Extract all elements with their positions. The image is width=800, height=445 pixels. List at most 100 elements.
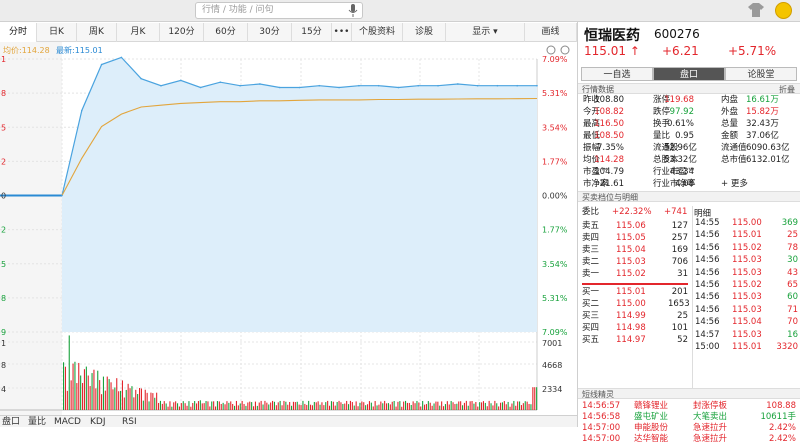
detail-volume: 30 — [787, 255, 798, 266]
volume-bar — [501, 402, 503, 410]
price-point — [160, 84, 162, 87]
volume-bar — [431, 405, 433, 410]
zoom-in-icon[interactable] — [546, 45, 556, 55]
alert-row[interactable]: 14:56:57 赣锋锂业 封涨停板 108.88 — [578, 401, 800, 412]
detail-volume: 70 — [787, 317, 798, 328]
detail-time: 14:55 — [695, 218, 720, 228]
ask-row[interactable]: 卖五 115.06 127 — [578, 221, 690, 232]
volume-bar — [349, 400, 351, 410]
detail-volume: 71 — [787, 304, 798, 315]
tab-0[interactable]: 分时 — [0, 23, 37, 42]
volume-bar — [211, 401, 213, 410]
volume-bar — [372, 406, 374, 410]
panel-tab-0[interactable]: 一自选 — [581, 67, 653, 81]
tab-6[interactable]: 30分 — [248, 23, 292, 42]
indicator-tabs: 盘口 量比 MACD KDJ RSI — [0, 415, 577, 427]
indicator-tab-4[interactable]: RSI — [122, 417, 137, 427]
volume-bar — [513, 400, 515, 410]
tab-1[interactable]: 日K — [37, 23, 77, 42]
pct-change: +5.71% — [728, 44, 777, 58]
search-input[interactable]: 行情 / 功能 / 问句 — [195, 2, 363, 19]
volume-bar — [99, 380, 101, 410]
skin-shirt-icon[interactable] — [748, 3, 764, 17]
volume-bar — [494, 400, 496, 410]
avatar[interactable] — [775, 2, 792, 19]
ask-row[interactable]: 卖四 115.05 257 — [578, 233, 690, 244]
alert-row[interactable]: 14:56:58 盛屯矿业 大笔卖出 10611手 — [578, 412, 800, 423]
quote-label: 最高 — [583, 119, 601, 129]
ask-volume: 257 — [671, 233, 688, 243]
bid-row[interactable]: 买三 114.99 25 — [578, 311, 690, 322]
indicator-tab-3[interactable]: KDJ — [90, 417, 106, 427]
microphone-icon[interactable] — [348, 4, 358, 17]
last-price: 115.01 ↑ — [584, 44, 640, 58]
indicator-tab-2[interactable]: MACD — [54, 417, 81, 427]
price-left-label: 2 — [1, 157, 6, 166]
quote-value: 116.50 — [594, 119, 624, 129]
tab-12[interactable]: 画线 — [525, 23, 577, 42]
price-pct-label: 0.00% — [542, 192, 568, 201]
volume-bar — [283, 400, 285, 410]
zoom-out-icon[interactable] — [560, 45, 570, 55]
detail-row: 14:55 115.00 369 — [692, 218, 800, 229]
price-point — [140, 77, 142, 80]
ask-price: 115.04 — [616, 245, 646, 255]
volume-bar — [228, 402, 230, 410]
bid-row[interactable]: 买四 114.98 101 — [578, 323, 690, 334]
volume-bar — [311, 405, 313, 410]
panel-tab-1[interactable]: 盘口 — [653, 67, 725, 81]
quote-label[interactable]: + 更多 — [721, 179, 748, 189]
tab-10[interactable]: 诊股 — [403, 23, 446, 42]
volume-bar — [338, 400, 340, 410]
tab-5[interactable]: 60分 — [204, 23, 248, 42]
volume-bar — [486, 406, 488, 410]
bid-volume: 1653 — [668, 299, 690, 309]
ask-label: 卖二 — [582, 257, 600, 267]
volume-bar — [522, 403, 524, 410]
fold-button[interactable]: 折叠 — [779, 85, 795, 94]
tab-4[interactable]: 120分 — [160, 23, 204, 42]
volume-bar — [503, 401, 505, 410]
alert-row[interactable]: 14:57:00 申能股份 急速拉升 2.42% — [578, 423, 800, 434]
volume-bar — [420, 406, 422, 410]
volume-bar — [467, 405, 469, 410]
volume-bar — [418, 402, 420, 410]
indicator-tab-1[interactable]: 量比 — [28, 417, 47, 427]
intraday-chart[interactable]: 7.09% 5.31% 3.54% 1.77% 0.00% 1.77% 3.54% 5.31%… — [0, 42, 577, 427]
volume-bar — [520, 405, 522, 410]
volume-bar — [249, 401, 251, 410]
volume-bar — [435, 401, 437, 410]
quote-row: 最高 116.50 换手 0.61% 总量 32.43万 — [578, 119, 800, 130]
tab-8[interactable]: ••• — [332, 23, 352, 42]
volume-bar — [85, 366, 87, 410]
ask-row[interactable]: 卖三 115.04 169 — [578, 245, 690, 256]
volume-bar — [395, 406, 397, 410]
volume-tick-label: 2334 — [542, 385, 562, 394]
volume-bar — [405, 400, 407, 410]
alert-row[interactable]: 14:57:00 达华智能 急速拉升 2.42% — [578, 434, 800, 445]
alert-stock: 盛屯矿业 — [634, 412, 669, 422]
detail-row: 15:00 115.01 3320 — [692, 342, 800, 353]
bid-row[interactable]: 买二 115.00 1653 — [578, 299, 690, 310]
bid-row[interactable]: 买五 114.97 52 — [578, 335, 690, 346]
volume-bar — [315, 402, 317, 410]
bid-row[interactable]: 买一 115.01 201 — [578, 287, 690, 298]
tab-7[interactable]: 15分 — [292, 23, 332, 42]
price-point — [338, 86, 340, 89]
tab-9[interactable]: 个股资料 — [352, 23, 403, 42]
volume-bar — [95, 388, 97, 410]
indicator-tab-0[interactable]: 盘口 — [2, 417, 21, 427]
tab-3[interactable]: 月K — [117, 23, 160, 42]
volume-bar — [321, 402, 323, 410]
tab-2[interactable]: 周K — [77, 23, 117, 42]
ask-row[interactable]: 卖一 115.02 31 — [578, 269, 690, 280]
bid-volume: 52 — [677, 335, 688, 345]
volume-bar — [262, 404, 264, 410]
price-area — [62, 57, 537, 333]
tab-11[interactable]: 显示 ▾ — [446, 23, 525, 42]
ask-row[interactable]: 卖二 115.03 706 — [578, 257, 690, 268]
panel-tab-2[interactable]: 论股堂 — [725, 67, 797, 81]
volume-bar — [186, 405, 188, 410]
volume-bar — [216, 401, 218, 410]
ask-price: 115.02 — [616, 269, 646, 279]
